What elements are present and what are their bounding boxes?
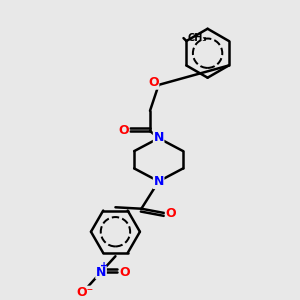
Text: O: O [165,206,176,220]
Text: O: O [118,124,129,137]
Text: O: O [148,76,159,89]
Text: N: N [154,131,164,144]
Text: CH₃: CH₃ [188,33,208,43]
Text: O⁻: O⁻ [76,286,94,299]
Text: N: N [96,266,106,279]
Text: +: + [100,261,109,271]
Text: N: N [154,176,164,188]
Text: O: O [120,266,130,279]
